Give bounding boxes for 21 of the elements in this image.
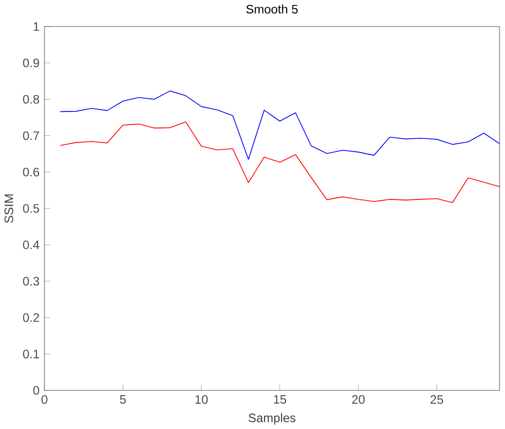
- x-tick-label: 0: [42, 395, 48, 404]
- y-tick-label: 1: [34, 22, 40, 31]
- y-tick-label: 0.8: [23, 94, 40, 104]
- y-tick-label: 0.1: [23, 350, 40, 358]
- x-tick-label: 25: [430, 395, 444, 404]
- y-tick-label: 0.9: [23, 58, 40, 68]
- y-tick-label: 0.3: [23, 276, 40, 286]
- y-tick-label: 0.2: [23, 313, 40, 322]
- y-tick-label: 0.6: [23, 168, 40, 176]
- y-tick-label: 0.7: [23, 131, 40, 140]
- x-tick-label: 20: [352, 395, 365, 404]
- y-axis-title: SSIM: [4, 194, 14, 223]
- x-axis-title: Samples: [248, 413, 296, 425]
- x-tick-label: 10: [195, 395, 208, 404]
- y-tick-label: 0.5: [23, 204, 40, 213]
- line-series: [60, 90, 500, 160]
- x-tick-label: 5: [120, 395, 126, 404]
- x-tick-label: 15: [274, 395, 286, 404]
- y-tick-label: 0: [33, 386, 40, 395]
- chart-title: Smooth 5: [246, 4, 298, 14]
- y-tick-label: 0.4: [23, 240, 40, 250]
